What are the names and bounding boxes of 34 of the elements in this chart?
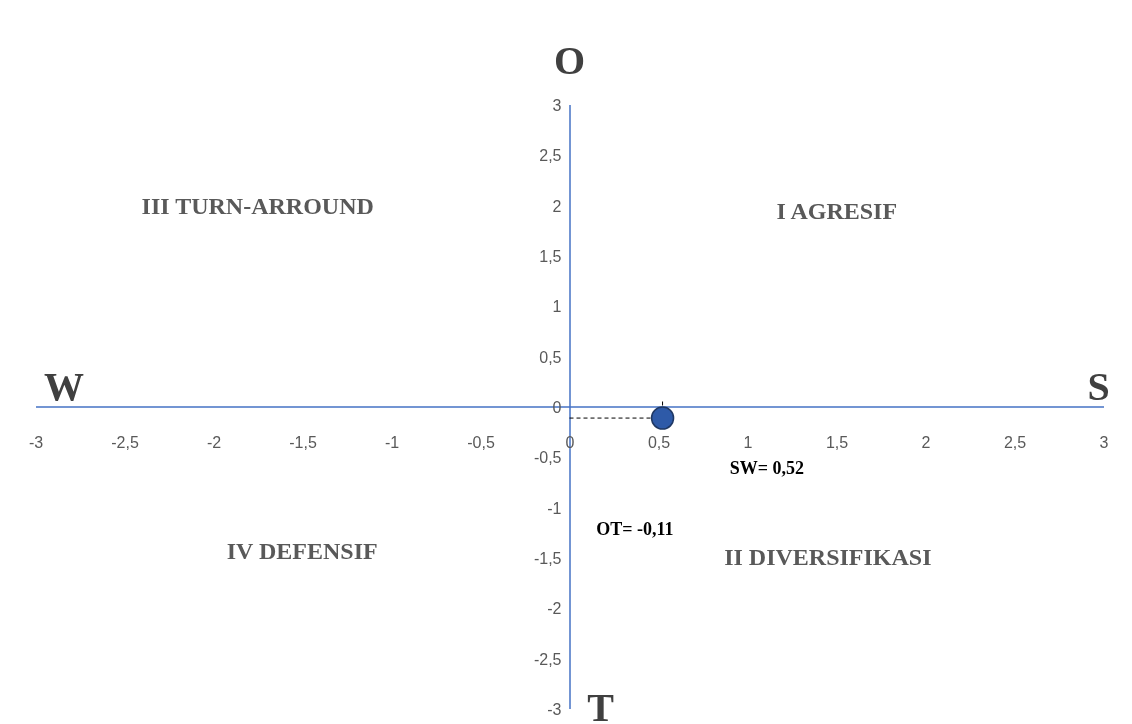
x-tick-label: 2,5 [1003, 433, 1027, 451]
x-tick-label: -3 [28, 433, 44, 451]
annotation: W [43, 362, 84, 410]
y-tick-label: -3 [547, 701, 562, 718]
y-tick-label: 3 [552, 97, 562, 114]
x-tick-label: 3 [1099, 433, 1109, 451]
x-tick-label: -2,5 [111, 433, 139, 451]
x-tick-label: 1 [743, 433, 753, 451]
x-tick-label: -0,5 [467, 433, 495, 451]
y-tick-label: -1 [547, 499, 562, 517]
x-tick-label: -1,5 [289, 433, 317, 451]
y-tick-label: -2 [547, 600, 562, 618]
annotation: OT= -0,11 [596, 518, 674, 539]
annotation: III TURN-ARROUND [141, 192, 374, 220]
x-tick-label: 0,5 [647, 433, 671, 451]
y-tick-label: 1,5 [539, 248, 562, 265]
y-tick-label: 0,5 [539, 348, 562, 366]
annotation: II DIVERSIFIKASI [724, 543, 932, 571]
annotation: IV DEFENSIF [226, 537, 378, 565]
y-tick-label: 1 [552, 298, 562, 316]
annotation: SW= 0,52 [729, 457, 805, 479]
x-tick-label: -2 [206, 433, 222, 451]
x-tick-label: 2 [921, 433, 931, 451]
y-tick-label: 2 [552, 197, 562, 215]
text: O [553, 36, 586, 84]
annotation: S [1087, 362, 1110, 410]
y-tick-label: -2,5 [533, 650, 562, 668]
y-tick-label: -0,5 [533, 449, 562, 467]
annotation: I AGRESIF [776, 197, 898, 225]
y-tick-label: 2,5 [539, 147, 562, 165]
annotation: T [587, 683, 614, 724]
y-tick-label: -1,5 [533, 550, 562, 567]
x-tick-label: 1,5 [825, 433, 849, 451]
x-tick-label: -1 [384, 433, 400, 451]
